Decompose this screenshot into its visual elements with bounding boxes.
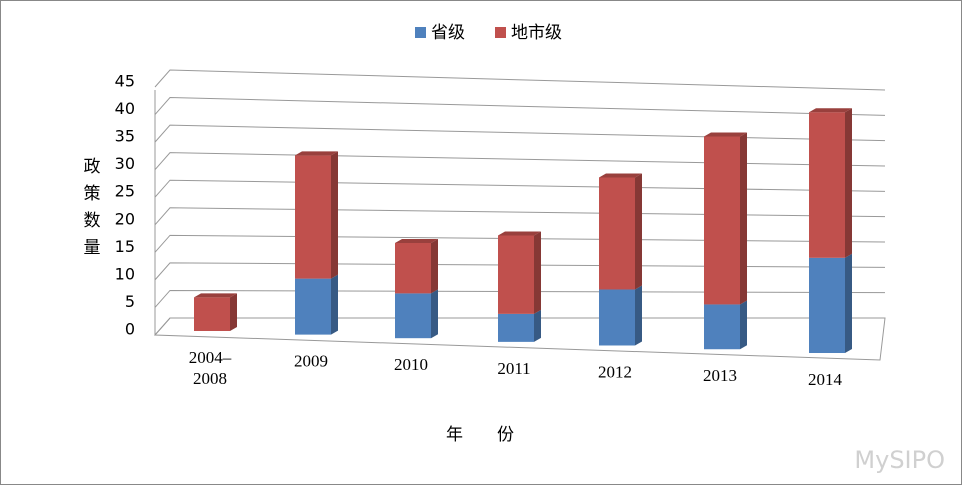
- grid-line: [154, 234, 886, 253]
- bar-side: [431, 238, 438, 294]
- grid: 0 5 10 15 20 25 30 35 40 45: [115, 69, 886, 361]
- bar-segment: [809, 112, 845, 258]
- bar-side: [635, 285, 642, 346]
- bar-side: [740, 300, 747, 350]
- bar-segment: [599, 177, 635, 290]
- x-axis-label: 年 份: [446, 425, 514, 445]
- bar-top: [194, 293, 237, 298]
- marks: [194, 108, 852, 353]
- bar-side: [740, 132, 747, 305]
- bar-top: [295, 151, 338, 156]
- bar-segment: [704, 304, 740, 350]
- bar-top: [599, 173, 642, 178]
- bar-top: [704, 132, 747, 137]
- x-tick-label: 2012: [598, 362, 632, 381]
- bar-side: [534, 309, 541, 342]
- bar-side: [534, 231, 541, 314]
- x-tick-label: 2011: [497, 359, 530, 378]
- y-tick-label: 35: [115, 127, 135, 146]
- bar-segment: [704, 136, 740, 305]
- grid-line: [154, 207, 886, 226]
- bar-side: [845, 108, 852, 258]
- y-tick-label: 0: [125, 320, 135, 339]
- bar-side: [431, 289, 438, 339]
- y-tick-label: 25: [115, 182, 135, 201]
- x-tick-label: 2004– 2008: [189, 348, 232, 388]
- bar-top: [395, 238, 438, 243]
- watermark: MySIPO: [854, 446, 945, 474]
- grid-line: [154, 262, 886, 281]
- legend-label: 省级: [431, 23, 465, 43]
- legend-swatch: [415, 27, 426, 38]
- legend-label: 地市级: [511, 23, 562, 43]
- grid-line: [154, 317, 885, 336]
- x-tick-label: 2014: [808, 370, 843, 389]
- bar-side: [845, 253, 852, 353]
- x-tick-label: 2010: [394, 355, 428, 374]
- y-tick-label: 40: [115, 99, 135, 118]
- y-tick-label: 5: [125, 292, 135, 311]
- grid-line: [154, 69, 886, 91]
- legend-swatch: [495, 27, 506, 38]
- bar-segment: [395, 242, 431, 294]
- bar-side: [331, 274, 338, 335]
- bar-side: [331, 151, 338, 279]
- grid-line: [154, 124, 886, 143]
- bar-top: [809, 108, 852, 113]
- bar-segment: [498, 313, 534, 342]
- bar-segment: [599, 289, 635, 346]
- grid-line: [154, 97, 886, 116]
- bar-segment: [295, 278, 331, 335]
- x-tick-label: 2013: [703, 366, 737, 385]
- bar-top: [498, 231, 541, 236]
- y-tick-label: 15: [115, 237, 135, 256]
- y-tick-label: 20: [115, 209, 135, 228]
- bar-side: [230, 293, 237, 331]
- grid-line: [154, 179, 886, 198]
- bar-segment: [295, 155, 331, 279]
- x-tick-label: 2009: [294, 352, 328, 371]
- grid-line: [154, 152, 886, 170]
- grid-line: [154, 289, 886, 308]
- y-tick-label: 45: [115, 72, 135, 91]
- bar-segment: [809, 257, 845, 353]
- bar-segment: [194, 297, 230, 331]
- bar-segment: [498, 235, 534, 314]
- y-tick-label: 30: [115, 154, 135, 173]
- y-axis-label: 政策数量: [84, 157, 101, 258]
- y-tick-label: 10: [115, 264, 135, 283]
- bar-segment: [395, 293, 431, 339]
- bar-side: [635, 173, 642, 290]
